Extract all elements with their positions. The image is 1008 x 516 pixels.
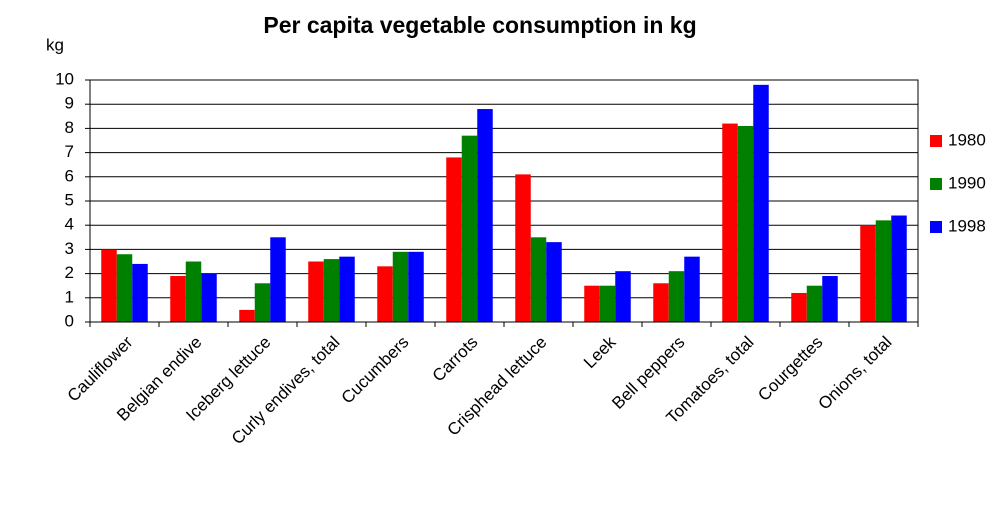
bar xyxy=(170,276,186,322)
bar xyxy=(254,283,271,322)
bar xyxy=(615,271,631,322)
y-tick-label: 2 xyxy=(65,263,74,282)
y-tick-label: 0 xyxy=(65,311,74,330)
bar xyxy=(408,251,424,322)
y-axis-label: kg xyxy=(46,35,64,54)
legend-label: 1998 xyxy=(948,216,986,235)
bar xyxy=(201,273,217,322)
x-tick-label: Leek xyxy=(580,332,620,372)
bar xyxy=(599,285,616,322)
bar xyxy=(753,84,769,322)
bar xyxy=(668,271,685,322)
bar xyxy=(530,237,547,322)
bar xyxy=(684,256,700,322)
x-tick-label: Cauliflower xyxy=(64,332,137,405)
legend-swatch xyxy=(930,178,942,190)
y-tick-label: 6 xyxy=(65,166,74,185)
chart-title: Per capita vegetable consumption in kg xyxy=(263,12,696,38)
bar xyxy=(737,125,754,322)
bar xyxy=(101,249,117,322)
bar xyxy=(270,237,286,322)
legend-swatch xyxy=(930,135,942,147)
x-tick-label: Carrots xyxy=(429,333,482,386)
bar xyxy=(806,285,823,322)
bar xyxy=(891,215,907,322)
x-tick-label: Courgettes xyxy=(754,333,826,405)
bar xyxy=(185,261,202,322)
bar xyxy=(791,292,807,322)
legend-label: 1990 xyxy=(948,173,986,192)
bar xyxy=(461,135,478,322)
bar xyxy=(860,225,876,322)
bar xyxy=(339,256,355,322)
x-tick-label: Onions, total xyxy=(815,333,896,414)
bar xyxy=(722,123,738,322)
legend-swatch xyxy=(930,221,942,233)
bar xyxy=(377,266,393,322)
bar xyxy=(584,285,600,322)
bar xyxy=(546,242,562,322)
y-tick-label: 5 xyxy=(65,190,74,209)
y-tick-label: 4 xyxy=(65,215,74,234)
y-tick-label: 7 xyxy=(65,142,74,161)
bar xyxy=(392,251,409,322)
bar xyxy=(477,109,493,322)
bar xyxy=(653,283,669,322)
bar xyxy=(875,220,892,322)
bar xyxy=(323,259,340,322)
bar xyxy=(132,263,148,322)
y-tick-label: 3 xyxy=(65,239,74,258)
bar xyxy=(446,157,462,322)
bar xyxy=(116,254,133,322)
y-tick-label: 10 xyxy=(55,69,74,88)
plot-border xyxy=(89,79,919,323)
y-tick-label: 1 xyxy=(65,287,74,306)
y-tick-label: 8 xyxy=(65,118,74,137)
bar xyxy=(515,174,531,322)
bar xyxy=(822,276,838,322)
bar xyxy=(308,261,324,322)
y-tick-label: 9 xyxy=(65,94,74,113)
x-tick-label: Cucumbers xyxy=(338,333,413,408)
legend-label: 1980 xyxy=(948,130,986,149)
bar xyxy=(239,309,255,322)
